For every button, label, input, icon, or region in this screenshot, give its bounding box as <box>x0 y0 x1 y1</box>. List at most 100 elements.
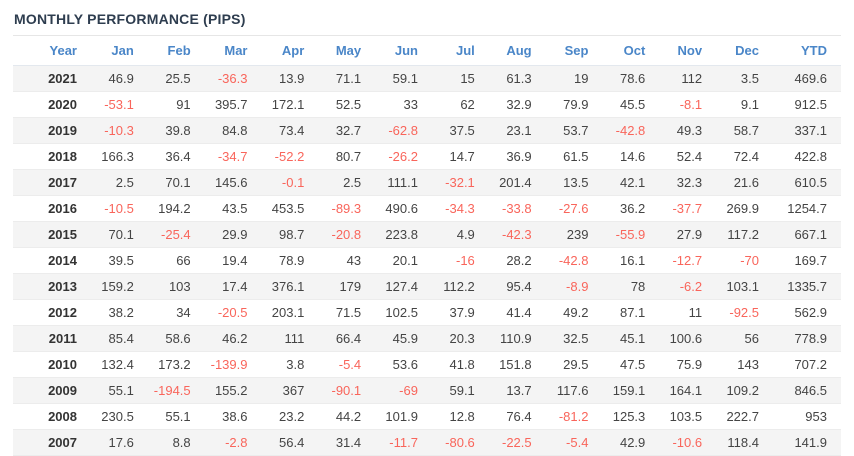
value-cell: 269.9 <box>716 195 773 222</box>
value-cell: -27.6 <box>545 195 603 222</box>
year-cell: 2007 <box>13 429 91 456</box>
value-cell: 59.1 <box>375 65 432 92</box>
value-cell: 846.5 <box>773 377 841 404</box>
value-cell: 84.8 <box>204 117 262 144</box>
value-cell: 37.5 <box>431 117 489 144</box>
table-row: 2021 46.9 25.5 -36.3 13.9 71.1 59.1 15 61.3 19 78.… <box>13 65 841 92</box>
value-cell: 43 <box>318 247 376 274</box>
value-cell: 169.7 <box>773 247 841 274</box>
value-cell: 155.2 <box>204 377 262 404</box>
value-cell: 41.4 <box>488 299 546 326</box>
value-cell: -52.2 <box>261 143 319 170</box>
value-cell: 38.2 <box>91 299 148 326</box>
value-cell: 32.5 <box>545 325 603 352</box>
col-header-jun: Jun <box>375 36 432 66</box>
value-cell: 179 <box>318 273 376 300</box>
value-cell: 13.9 <box>261 65 319 92</box>
value-cell: 953 <box>773 403 841 430</box>
col-header-nov: Nov <box>659 36 717 66</box>
value-cell: 239 <box>545 221 603 248</box>
value-cell: 76.4 <box>488 403 546 430</box>
table-row: 2011 85.4 58.6 46.2 111 66.4 45.9 20.3 110.9 32.5… <box>13 325 841 352</box>
col-header-aug: Aug <box>488 36 546 66</box>
value-cell: 562.9 <box>773 299 841 326</box>
value-cell: 101.9 <box>375 403 432 430</box>
year-cell: 2020 <box>13 91 91 118</box>
value-cell: 70.1 <box>91 221 148 248</box>
value-cell: 173.2 <box>147 351 205 378</box>
value-cell: 19 <box>545 65 603 92</box>
value-cell: 230.5 <box>91 403 148 430</box>
value-cell: 85.4 <box>91 325 148 352</box>
value-cell: 1335.7 <box>773 273 841 300</box>
value-cell: -89.3 <box>318 195 376 222</box>
value-cell: -69 <box>375 377 432 404</box>
col-header-apr: Apr <box>261 36 319 66</box>
value-cell: 125.3 <box>602 403 660 430</box>
value-cell: 59.1 <box>431 377 489 404</box>
value-cell: -26.2 <box>375 143 432 170</box>
value-cell: -8.1 <box>659 91 717 118</box>
year-cell: 2019 <box>13 117 91 144</box>
value-cell: 52.5 <box>318 91 376 118</box>
value-cell: 8.8 <box>147 429 205 456</box>
value-cell: 14.7 <box>431 143 489 170</box>
value-cell: 102.5 <box>375 299 432 326</box>
value-cell: -62.8 <box>375 117 432 144</box>
value-cell: 201.4 <box>488 169 546 196</box>
value-cell: 61.5 <box>545 143 603 170</box>
col-header-jan: Jan <box>91 36 148 66</box>
value-cell: 62 <box>431 91 489 118</box>
value-cell: -92.5 <box>716 299 773 326</box>
col-header-may: May <box>318 36 376 66</box>
value-cell: 55.1 <box>91 377 148 404</box>
value-cell: 52.4 <box>659 143 717 170</box>
value-cell: 422.8 <box>773 143 841 170</box>
value-cell: -53.1 <box>91 91 148 118</box>
value-cell: -42.8 <box>545 247 603 274</box>
value-cell: 778.9 <box>773 325 841 352</box>
value-cell: 56 <box>716 325 773 352</box>
value-cell: 42.1 <box>602 169 660 196</box>
value-cell: 28.2 <box>488 247 546 274</box>
value-cell: 667.1 <box>773 221 841 248</box>
value-cell: 13.7 <box>488 377 546 404</box>
value-cell: 117.2 <box>716 221 773 248</box>
col-header-feb: Feb <box>147 36 205 66</box>
year-cell: 2011 <box>13 325 91 352</box>
value-cell: 44.2 <box>318 403 376 430</box>
value-cell: 194.2 <box>147 195 205 222</box>
value-cell: 12.8 <box>431 403 489 430</box>
value-cell: -42.3 <box>488 221 546 248</box>
value-cell: -20.8 <box>318 221 376 248</box>
value-cell: 112.2 <box>431 273 489 300</box>
value-cell: -5.4 <box>545 429 603 456</box>
value-cell: -10.3 <box>91 117 148 144</box>
value-cell: 337.1 <box>773 117 841 144</box>
value-cell: -5.4 <box>318 351 376 378</box>
year-cell: 2015 <box>13 221 91 248</box>
value-cell: 490.6 <box>375 195 432 222</box>
value-cell: 4.9 <box>431 221 489 248</box>
value-cell: 33 <box>375 91 432 118</box>
value-cell: 49.2 <box>545 299 603 326</box>
value-cell: 912.5 <box>773 91 841 118</box>
value-cell: 20.1 <box>375 247 432 274</box>
value-cell: 79.9 <box>545 91 603 118</box>
value-cell: 395.7 <box>204 91 262 118</box>
value-cell: 45.5 <box>602 91 660 118</box>
value-cell: 117.6 <box>545 377 603 404</box>
col-header-ytd: YTD <box>773 36 841 66</box>
value-cell: 37.9 <box>431 299 489 326</box>
value-cell: 45.1 <box>602 325 660 352</box>
value-cell: 70.1 <box>147 169 205 196</box>
value-cell: 707.2 <box>773 351 841 378</box>
value-cell: 75.9 <box>659 351 717 378</box>
value-cell: 103 <box>147 273 205 300</box>
year-cell: 2014 <box>13 247 91 274</box>
value-cell: 13.5 <box>545 169 603 196</box>
value-cell: 80.7 <box>318 143 376 170</box>
col-header-sep: Sep <box>545 36 603 66</box>
value-cell: 15 <box>431 65 489 92</box>
